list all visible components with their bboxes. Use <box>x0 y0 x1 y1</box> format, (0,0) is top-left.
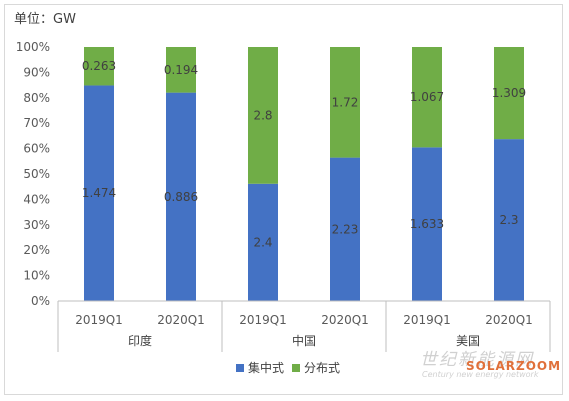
bar-distributed <box>248 47 278 184</box>
data-label-centralized: 2.23 <box>332 222 359 236</box>
bar-distributed <box>166 47 196 93</box>
bar-centralized <box>166 92 196 302</box>
x-group-label: 中国 <box>292 333 316 348</box>
legend-label-distributed: 分布式 <box>304 361 340 375</box>
watermark-cn: 世纪新能源网 <box>420 350 534 370</box>
y-tick-label: 20% <box>23 243 50 257</box>
data-label-centralized: 1.633 <box>410 217 444 231</box>
unit-label: 单位：GW <box>14 12 76 27</box>
legend-swatch-distributed <box>292 364 300 372</box>
x-tick-label: 2020Q1 <box>485 313 533 327</box>
data-label-centralized: 2.3 <box>499 213 518 227</box>
data-label-distributed: 0.194 <box>164 63 198 77</box>
y-tick-label: 60% <box>23 142 50 156</box>
x-group-label: 印度 <box>128 333 152 348</box>
x-tick-label: 2020Q1 <box>321 313 369 327</box>
x-tick-label: 2019Q1 <box>403 313 451 327</box>
legend-swatch-centralized <box>236 364 244 372</box>
x-tick-label: 2019Q1 <box>75 313 123 327</box>
y-tick-label: 10% <box>23 269 50 283</box>
data-label-distributed: 1.72 <box>332 95 359 109</box>
data-label-distributed: 1.067 <box>410 90 444 104</box>
y-tick-label: 100% <box>16 40 50 54</box>
x-tick-label: 2020Q1 <box>157 313 205 327</box>
y-tick-label: 0% <box>31 294 50 308</box>
bar-centralized <box>330 157 360 301</box>
bar-distributed <box>412 47 442 148</box>
x-axis: 2019Q1 2020Q1 2019Q1 2020Q1 2019Q1 2020Q1 印度 中国… <box>57 300 551 352</box>
x-tick-label: 2019Q1 <box>239 313 287 327</box>
y-axis-ticks: 0% 10% 20% 30% 40% 50% 60% 70% 80% 90% 100% <box>16 40 50 308</box>
bar-centralized <box>494 139 524 301</box>
data-label-centralized: 0.886 <box>164 190 198 204</box>
data-label-centralized: 2.4 <box>253 235 272 249</box>
watermark-logo: 世纪新能源网 Century new energy network <box>420 345 538 379</box>
bar-distributed <box>494 47 524 140</box>
data-labels: 1.474 0.263 0.886 0.194 2.4 2.8 2.23 1.72 1.633 1… <box>82 59 526 249</box>
y-tick-label: 30% <box>23 218 50 232</box>
watermark-en: Century new energy network <box>422 370 539 379</box>
y-tick-label: 80% <box>23 91 50 105</box>
data-label-distributed: 1.309 <box>492 86 526 100</box>
data-label-distributed: 0.263 <box>82 59 116 73</box>
bar-distributed <box>330 47 360 158</box>
chart-frame <box>4 4 563 395</box>
bar-distributed <box>84 47 114 86</box>
bar-centralized <box>412 147 442 301</box>
y-tick-label: 40% <box>23 192 50 206</box>
y-tick-label: 50% <box>23 167 50 181</box>
y-tick-label: 90% <box>23 65 50 79</box>
data-label-distributed: 2.8 <box>253 108 272 122</box>
bars <box>84 47 524 302</box>
bar-centralized <box>84 85 114 302</box>
legend: 集中式 分布式 <box>236 360 340 375</box>
watermark-brand: SOLARZOOM <box>466 359 562 373</box>
legend-label-centralized: 集中式 <box>248 360 284 375</box>
data-label-centralized: 1.474 <box>82 186 116 200</box>
bar-centralized <box>248 183 278 301</box>
x-group-label: 美国 <box>456 334 480 348</box>
y-tick-label: 70% <box>23 116 50 130</box>
